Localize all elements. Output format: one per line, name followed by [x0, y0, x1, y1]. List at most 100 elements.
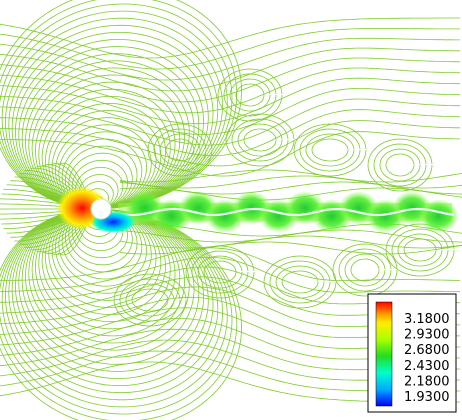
contour-line	[36, 218, 87, 253]
contour-line	[57, 219, 89, 256]
contour-line	[119, 278, 181, 322]
contour-line	[403, 238, 437, 262]
contour-line	[391, 228, 449, 272]
contour-line	[305, 133, 355, 167]
contour-line	[397, 233, 443, 267]
contour-line	[153, 128, 207, 172]
contour-line	[0, 131, 461, 177]
contour-line	[58, 131, 148, 210]
contour-line	[5, 209, 223, 401]
contour-line	[373, 143, 427, 187]
contour-line	[55, 124, 152, 210]
contour-line	[231, 118, 289, 162]
contour-line	[38, 208, 176, 330]
contour-line	[8, 209, 219, 394]
colorbar-tick-label: 2.1800	[404, 374, 450, 389]
contour-line	[25, 209, 195, 358]
contour-line	[38, 88, 176, 210]
contour-line	[119, 169, 462, 183]
colorbar-tick-label: 2.4300	[404, 359, 450, 374]
contour-line	[51, 208, 157, 301]
contour-line	[11, 209, 214, 386]
contour-line	[1, 209, 228, 408]
contour-line	[18, 46, 204, 209]
contour-line	[0, 37, 460, 81]
contour-line	[28, 209, 190, 351]
contour-line	[197, 255, 243, 289]
contour-line	[269, 260, 331, 304]
contour-line	[243, 128, 277, 152]
contour-line	[0, 256, 460, 293]
contour-line	[293, 123, 367, 177]
colorbar-tick-label: 2.6800	[404, 343, 450, 358]
contour-line	[185, 245, 255, 299]
contour-line	[223, 73, 277, 117]
contour-line	[58, 208, 148, 287]
contour-line	[191, 250, 249, 294]
contour-line	[332, 243, 398, 297]
contour-line	[0, 67, 461, 114]
contour-line	[0, 209, 238, 420]
contour-line	[125, 283, 175, 317]
contour-line	[235, 83, 265, 107]
contour-line	[379, 148, 421, 182]
contour-line	[344, 253, 386, 287]
contour-line	[57, 162, 89, 199]
contour-line	[281, 270, 319, 294]
contour-line	[263, 255, 337, 309]
contour-line	[0, 0, 238, 209]
contour-line	[0, 209, 242, 420]
contour-line	[48, 110, 162, 210]
contour-line	[5, 17, 223, 209]
contour-line	[0, 120, 460, 167]
contour-line	[367, 138, 433, 192]
contour-line	[50, 219, 88, 255]
contour-line	[119, 235, 462, 249]
contour-line	[159, 133, 201, 167]
contour-line	[11, 32, 214, 209]
contour-line	[311, 138, 349, 162]
contour-line	[217, 68, 283, 122]
contour-line	[8, 24, 219, 209]
contour-line	[0, 88, 460, 135]
contour-line	[43, 218, 88, 254]
contour-line	[50, 163, 88, 199]
contour-line	[165, 138, 195, 162]
contour-line	[0, 3, 233, 209]
vortex-core	[418, 199, 459, 233]
cylinder	[90, 198, 112, 220]
contour-line	[385, 153, 415, 177]
contour-line	[203, 260, 237, 284]
contour-line	[35, 209, 181, 337]
colorbar-tick-label: 3.1800	[404, 312, 450, 327]
contour-line	[229, 78, 271, 112]
contour-line	[0, 47, 460, 92]
contour-line	[0, 209, 233, 415]
wake-centerline	[111, 207, 455, 217]
contour-line	[48, 208, 162, 308]
contour-line	[131, 288, 169, 312]
contour-line	[237, 123, 283, 157]
cylinder-region	[56, 186, 135, 233]
contour-line	[0, 77, 460, 125]
contour-line	[350, 258, 380, 282]
contour-line	[31, 74, 185, 209]
contour-line	[0, 17, 460, 59]
contour-line	[113, 273, 187, 327]
wake-region	[111, 191, 459, 233]
contour-line	[28, 67, 190, 209]
contour-line	[0, 247, 460, 281]
colorbar	[375, 301, 393, 407]
contour-line	[275, 265, 325, 299]
colorbar-tick-label: 2.9300	[404, 328, 450, 343]
contour-line	[299, 128, 361, 172]
contour-line	[338, 248, 392, 292]
contour-line	[0, 28, 461, 70]
contour-line	[225, 113, 295, 167]
contour-line	[119, 181, 462, 195]
contour-line	[119, 175, 462, 189]
contour-line	[31, 209, 185, 344]
